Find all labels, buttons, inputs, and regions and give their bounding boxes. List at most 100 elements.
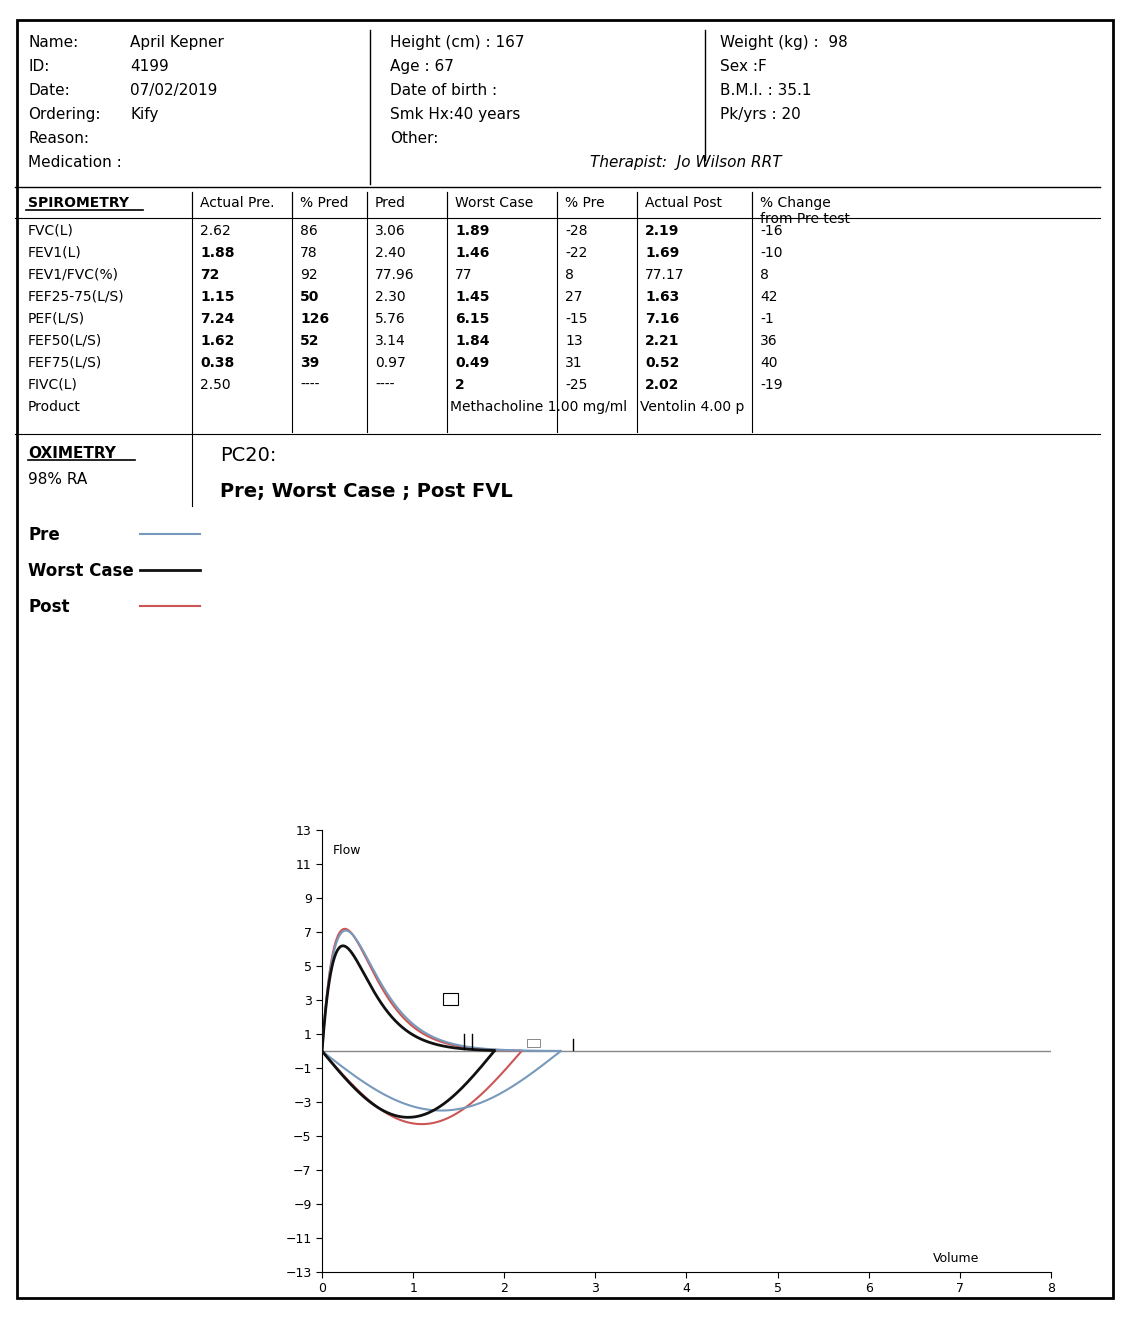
Text: 2.50: 2.50 — [200, 378, 231, 391]
Text: Methacholine 1.00 mg/ml: Methacholine 1.00 mg/ml — [450, 399, 627, 414]
Text: 2: 2 — [455, 378, 464, 391]
Text: -1: -1 — [760, 312, 774, 326]
Text: FEF25-75(L/S): FEF25-75(L/S) — [28, 290, 124, 304]
Text: FIVC(L): FIVC(L) — [28, 378, 78, 391]
Text: Sex :F: Sex :F — [720, 59, 767, 74]
Text: FVC(L): FVC(L) — [28, 224, 73, 239]
Text: Reason:: Reason: — [28, 130, 89, 146]
Text: % Pred: % Pred — [299, 196, 348, 210]
Text: -15: -15 — [565, 312, 588, 326]
Text: 6.15: 6.15 — [455, 312, 489, 326]
Text: Weight (kg) :  98: Weight (kg) : 98 — [720, 36, 848, 50]
Text: OXIMETRY: OXIMETRY — [28, 445, 116, 461]
Text: Volume: Volume — [932, 1252, 979, 1265]
Text: 27: 27 — [565, 290, 582, 304]
Text: 8: 8 — [760, 268, 768, 282]
Text: 72: 72 — [200, 268, 219, 282]
Text: 50: 50 — [299, 290, 320, 304]
Text: Product: Product — [28, 399, 81, 414]
Text: 0.38: 0.38 — [200, 356, 234, 370]
Bar — [443, 994, 458, 1006]
Text: Date:: Date: — [28, 83, 70, 98]
Text: PEF(L/S): PEF(L/S) — [28, 312, 85, 326]
Text: Kify: Kify — [130, 107, 158, 123]
Text: 78: 78 — [299, 246, 318, 260]
Text: -19: -19 — [760, 378, 783, 391]
Text: 42: 42 — [760, 290, 777, 304]
Text: Smk Hx:40 years: Smk Hx:40 years — [390, 107, 521, 123]
Text: 0.49: 0.49 — [455, 356, 489, 370]
Text: 3.06: 3.06 — [375, 224, 406, 239]
Text: 3.14: 3.14 — [375, 333, 406, 348]
Text: % Pre: % Pre — [565, 196, 605, 210]
Text: Post: Post — [28, 598, 70, 616]
Text: Other:: Other: — [390, 130, 438, 146]
Text: % Change
from Pre test: % Change from Pre test — [760, 196, 850, 227]
Text: Age : 67: Age : 67 — [390, 59, 454, 74]
Text: 1.89: 1.89 — [455, 224, 489, 239]
Text: ----: ---- — [375, 378, 394, 391]
Text: April Kepner: April Kepner — [130, 36, 224, 50]
Text: ----: ---- — [299, 378, 320, 391]
Text: 0.52: 0.52 — [645, 356, 679, 370]
Text: 0.97: 0.97 — [375, 356, 406, 370]
Text: 1.15: 1.15 — [200, 290, 235, 304]
Text: 7.16: 7.16 — [645, 312, 679, 326]
Text: 1.88: 1.88 — [200, 246, 235, 260]
Text: 07/02/2019: 07/02/2019 — [130, 83, 217, 98]
Text: Ventolin 4.00 p: Ventolin 4.00 p — [640, 399, 745, 414]
Text: Pre: Pre — [28, 526, 60, 544]
Text: -10: -10 — [760, 246, 782, 260]
Text: 2.30: 2.30 — [375, 290, 406, 304]
Text: B.M.I. : 35.1: B.M.I. : 35.1 — [720, 83, 811, 98]
Text: 36: 36 — [760, 333, 777, 348]
Text: 77.17: 77.17 — [645, 268, 685, 282]
Text: -16: -16 — [760, 224, 783, 239]
Text: 1.84: 1.84 — [455, 333, 489, 348]
Text: FEF50(L/S): FEF50(L/S) — [28, 333, 102, 348]
Text: 77: 77 — [455, 268, 472, 282]
Text: 1.45: 1.45 — [455, 290, 489, 304]
Text: 2.02: 2.02 — [645, 378, 679, 391]
Text: PC20:: PC20: — [220, 445, 277, 465]
Text: Date of birth :: Date of birth : — [390, 83, 497, 98]
Text: FEV1/FVC(%): FEV1/FVC(%) — [28, 268, 119, 282]
Text: 13: 13 — [565, 333, 583, 348]
Text: Actual Pre.: Actual Pre. — [200, 196, 275, 210]
Text: FEV1(L): FEV1(L) — [28, 246, 81, 260]
Text: 86: 86 — [299, 224, 318, 239]
Text: 8: 8 — [565, 268, 574, 282]
Text: 31: 31 — [565, 356, 583, 370]
Text: Flow: Flow — [333, 844, 362, 857]
Text: 40: 40 — [760, 356, 777, 370]
Text: -22: -22 — [565, 246, 588, 260]
Text: Pk/yrs : 20: Pk/yrs : 20 — [720, 107, 801, 123]
Text: 126: 126 — [299, 312, 329, 326]
Text: 2.62: 2.62 — [200, 224, 231, 239]
Text: FEF75(L/S): FEF75(L/S) — [28, 356, 102, 370]
Text: Worst Case: Worst Case — [28, 561, 133, 580]
Text: Therapist:  Jo Wilson RRT: Therapist: Jo Wilson RRT — [590, 156, 782, 170]
Text: 98% RA: 98% RA — [28, 472, 87, 486]
Text: ID:: ID: — [28, 59, 50, 74]
Text: Worst Case: Worst Case — [455, 196, 533, 210]
Text: 7.24: 7.24 — [200, 312, 234, 326]
Text: Height (cm) : 167: Height (cm) : 167 — [390, 36, 524, 50]
Text: Medication :: Medication : — [28, 156, 122, 170]
Text: -28: -28 — [565, 224, 588, 239]
Text: 1.62: 1.62 — [200, 333, 234, 348]
Text: SPIROMETRY: SPIROMETRY — [28, 196, 129, 210]
Text: Pred: Pred — [375, 196, 406, 210]
Text: Name:: Name: — [28, 36, 78, 50]
Text: 2.40: 2.40 — [375, 246, 406, 260]
Text: Actual Post: Actual Post — [645, 196, 722, 210]
Text: 2.21: 2.21 — [645, 333, 679, 348]
Bar — [527, 1039, 540, 1046]
Text: 39: 39 — [299, 356, 320, 370]
Text: Ordering:: Ordering: — [28, 107, 101, 123]
Text: 1.69: 1.69 — [645, 246, 679, 260]
Text: 52: 52 — [299, 333, 320, 348]
Text: Pre; Worst Case ; Post FVL: Pre; Worst Case ; Post FVL — [220, 482, 513, 501]
Text: 4199: 4199 — [130, 59, 168, 74]
Text: 92: 92 — [299, 268, 318, 282]
